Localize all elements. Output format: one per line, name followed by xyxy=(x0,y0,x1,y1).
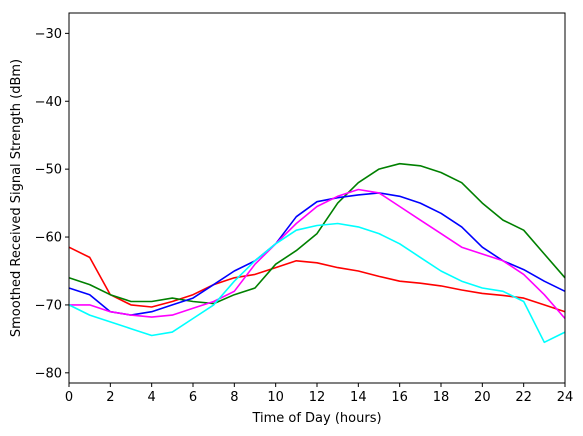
x-tick-label: 6 xyxy=(189,390,197,405)
y-tick-label: −70 xyxy=(35,298,62,313)
y-tick-label: −40 xyxy=(35,95,62,110)
y-tick-label: −80 xyxy=(35,366,62,381)
x-tick-label: 20 xyxy=(474,390,491,405)
x-tick-label: 8 xyxy=(230,390,238,405)
x-tick-label: 10 xyxy=(267,390,284,405)
x-tick-label: 22 xyxy=(515,390,532,405)
x-tick-label: 12 xyxy=(309,390,326,405)
x-axis: 0 2 4 6 8 10 12 14 16 18 20 22 24 xyxy=(65,383,573,405)
x-tick-label: 4 xyxy=(148,390,156,405)
series-line-4 xyxy=(69,188,566,320)
y-tick-label: −60 xyxy=(35,231,62,246)
y-tick-label: −30 xyxy=(35,27,62,42)
y-axis: −80 −70 −60 −50 −40 −30 xyxy=(35,27,69,381)
x-tick-label: 14 xyxy=(350,390,367,405)
series-line-3 xyxy=(68,192,566,316)
series-group xyxy=(68,162,566,344)
y-axis-label: Smoothed Received Signal Strength (dBm) xyxy=(9,59,24,337)
x-tick-label: 24 xyxy=(557,390,574,405)
x-tick-label: 16 xyxy=(391,390,408,405)
x-tick-label: 18 xyxy=(433,390,450,405)
y-tick-label: −50 xyxy=(35,163,62,178)
x-tick-label: 0 xyxy=(65,390,73,405)
series-line-1 xyxy=(68,246,566,313)
series-line-2 xyxy=(68,162,566,305)
x-axis-label: Time of Day (hours) xyxy=(251,411,381,426)
x-tick-label: 2 xyxy=(106,390,114,405)
series-line-5 xyxy=(68,222,566,344)
